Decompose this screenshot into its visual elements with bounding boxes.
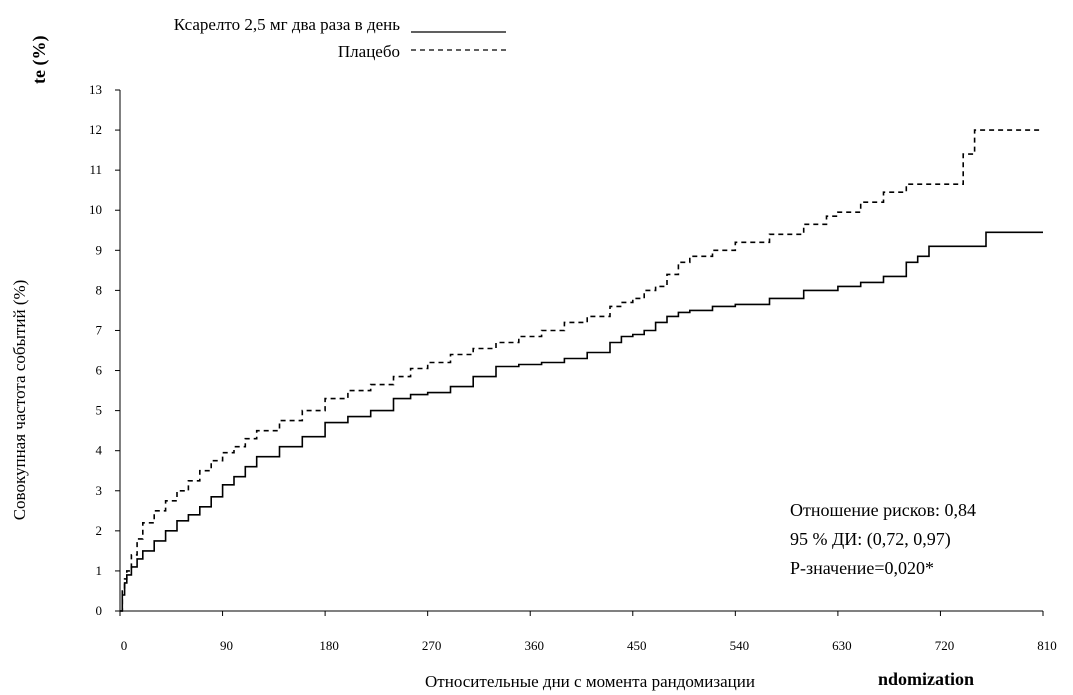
x-tick-label: 90	[220, 638, 233, 653]
y-axis-title: Совокупная частота событий (%)	[10, 280, 29, 521]
y-tick-label: 5	[96, 403, 103, 418]
y-tick-label: 8	[96, 282, 103, 297]
x-tick-label: 360	[524, 638, 544, 653]
x-tick-label: 270	[422, 638, 442, 653]
cropped-ylabel-fragment: te (%)	[29, 36, 50, 84]
x-axis-title: Относительные дни с момента рандомизации	[425, 672, 755, 691]
y-tick-label: 6	[96, 363, 103, 378]
x-tick-label: 720	[935, 638, 955, 653]
annotation-confidence-interval: 95 % ДИ: (0,72, 0,97)	[790, 529, 951, 550]
legend-label-xarelto: Ксарелто 2,5 мг два раза в день	[174, 15, 401, 34]
y-tick-label: 2	[96, 523, 103, 538]
y-tick-label: 10	[89, 202, 102, 217]
y-tick-label: 0	[96, 603, 103, 618]
y-tick-label: 9	[96, 242, 103, 257]
series-layer	[120, 129, 1043, 612]
legend-label-placebo: Плацебо	[338, 42, 400, 61]
cropped-xlabel-fragment: ndomization	[878, 669, 974, 689]
series-line-xarelto	[120, 231, 1043, 612]
y-tick-label: 3	[96, 483, 103, 498]
x-tick-label: 810	[1037, 638, 1057, 653]
legend: Ксарелто 2,5 мг два раза в день Плацебо	[174, 15, 506, 61]
annotation-hazard-ratio: Отношение рисков: 0,84	[790, 500, 976, 520]
y-tick-label: 12	[89, 122, 102, 137]
x-tick-label: 0	[121, 638, 128, 653]
x-tick-label: 180	[319, 638, 339, 653]
y-tick-label: 1	[96, 563, 103, 578]
x-tick-label: 630	[832, 638, 852, 653]
x-tick-label: 540	[730, 638, 750, 653]
series-line-placebo	[120, 129, 1043, 612]
annotation-p-value: P-значение=0,020*	[790, 558, 934, 578]
y-tick-label: 13	[89, 82, 102, 97]
y-tick-label: 4	[96, 443, 103, 458]
y-tick-label: 11	[89, 162, 102, 177]
x-tick-label: 450	[627, 638, 647, 653]
y-tick-label: 7	[96, 322, 103, 337]
